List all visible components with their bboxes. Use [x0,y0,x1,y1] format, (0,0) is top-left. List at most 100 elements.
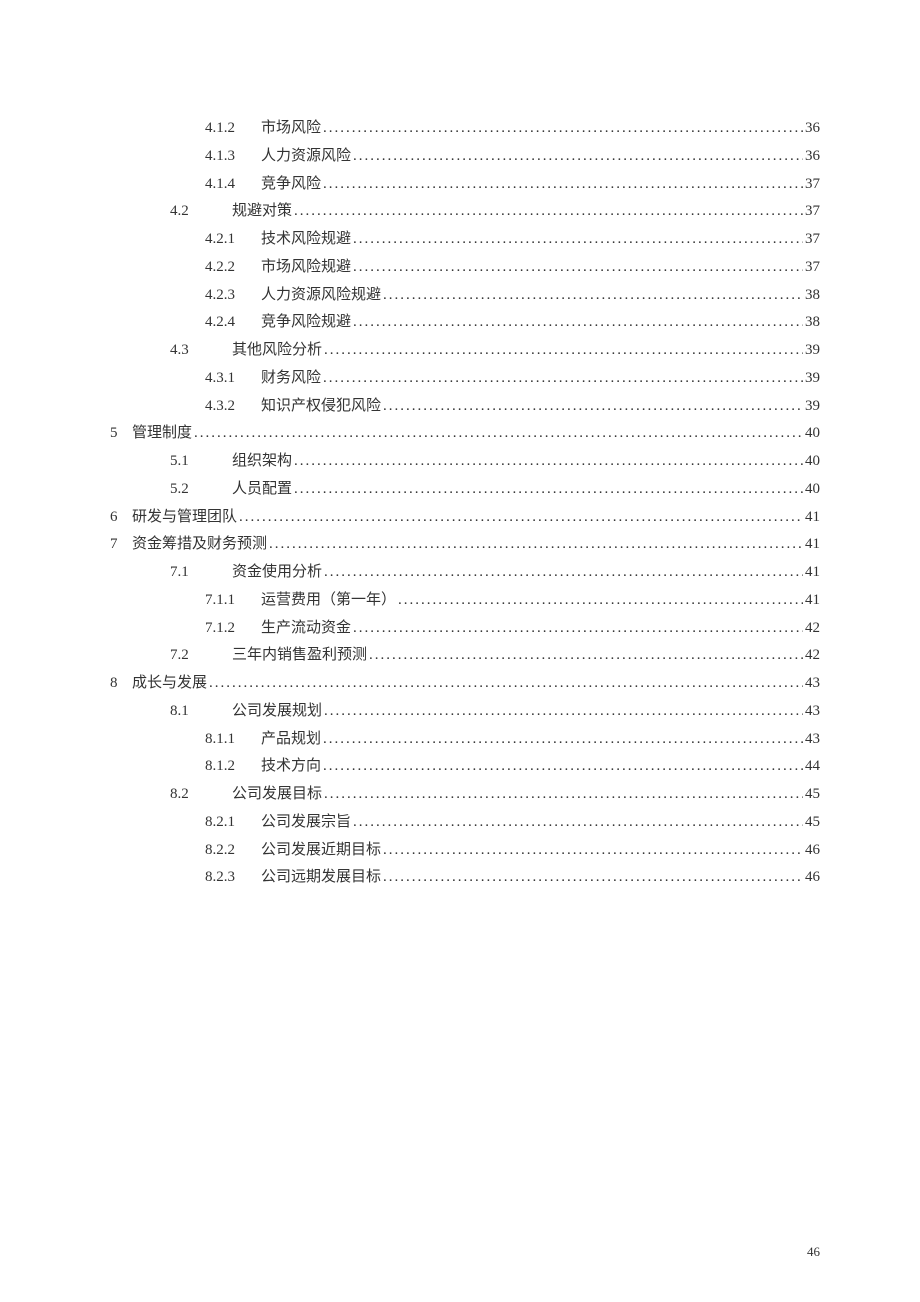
toc-entry-page: 37 [805,198,820,226]
toc-entry-number: 7.2 [170,642,232,670]
toc-entry-page: 42 [805,642,820,670]
toc-entry-number: 4.2.4 [205,309,261,337]
toc-entry-title: 资金筹措及财务预测 [132,531,267,559]
toc-leader-dots [323,171,803,199]
toc-entry: 8.1.1产品规划43 [110,726,820,754]
toc-entry: 7.1.1运营费用（第一年） 41 [110,587,820,615]
toc-entry-number: 4.2.1 [205,226,261,254]
toc-leader-dots [353,254,803,282]
toc-entry-number: 8.1 [170,698,232,726]
toc-leader-dots [369,642,803,670]
toc-entry-number: 6 [110,504,132,532]
toc-entry-number: 4.3 [170,337,232,365]
toc-entry-number: 7.1.1 [205,587,261,615]
toc-entry-page: 40 [805,476,820,504]
toc-entry: 8.2.2公司发展近期目标46 [110,837,820,865]
toc-entry: 4.1.2市场风险36 [110,115,820,143]
toc-entry-title: 技术方向 [261,753,321,781]
toc-leader-dots [324,698,803,726]
toc-entry-title: 管理制度 [132,420,192,448]
toc-entry-title: 组织架构 [232,448,292,476]
toc-entry: 8.2公司发展目标 45 [110,781,820,809]
toc-leader-dots [383,393,803,421]
toc-entry: 7.2三年内销售盈利预测 42 [110,642,820,670]
toc-entry-title: 人员配置 [232,476,292,504]
toc-leader-dots [353,615,803,643]
toc-entry: 4.3其他风险分析 39 [110,337,820,365]
toc-entry: 6研发与管理团队 41 [110,504,820,532]
toc-entry-title: 其他风险分析 [232,337,322,365]
toc-entry: 7.1资金使用分析41 [110,559,820,587]
toc-leader-dots [324,781,803,809]
toc-entry-number: 8.2 [170,781,232,809]
toc-entry-number: 4.1.3 [205,143,261,171]
toc-entry-page: 37 [805,171,820,199]
toc-entry: 4.2.4竞争风险规避 38 [110,309,820,337]
toc-leader-dots [323,726,803,754]
toc-leader-dots [323,115,803,143]
toc-entry: 4.1.3人力资源风险 36 [110,143,820,171]
toc-entry-title: 知识产权侵犯风险 [261,393,381,421]
toc-entry-title: 人力资源风险规避 [261,282,381,310]
toc-entry-title: 规避对策 [232,198,292,226]
toc-entry-page: 37 [805,254,820,282]
toc-entry-page: 45 [805,781,820,809]
toc-entry-title: 竞争风险规避 [261,309,351,337]
toc-entry-number: 5 [110,420,132,448]
toc-entry-page: 36 [805,115,820,143]
toc-entry-page: 41 [805,531,820,559]
toc-entry-page: 40 [805,420,820,448]
toc-leader-dots [324,337,803,365]
toc-entry-number: 8 [110,670,132,698]
toc-entry-title: 技术风险规避 [261,226,351,254]
toc-leader-dots [383,837,803,865]
toc-entry-page: 44 [805,753,820,781]
toc-entry-title: 三年内销售盈利预测 [232,642,367,670]
toc-entry: 4.2.3人力资源风险规避38 [110,282,820,310]
toc-entry-title: 生产流动资金 [261,615,351,643]
toc-entry-title: 市场风险规避 [261,254,351,282]
toc-entry-number: 4.2 [170,198,232,226]
toc-entry-page: 41 [805,587,820,615]
toc-entry-number: 8.2.1 [205,809,261,837]
toc-entry: 4.3.2知识产权侵犯风险39 [110,393,820,421]
toc-entry-page: 36 [805,143,820,171]
toc-entry-page: 40 [805,448,820,476]
toc-entry-title: 运营费用（第一年） [261,587,396,615]
toc-leader-dots [398,587,803,615]
toc-leader-dots [294,198,803,226]
toc-entry-page: 37 [805,226,820,254]
toc-entry-title: 公司发展目标 [232,781,322,809]
toc-entry: 8.1公司发展规划 43 [110,698,820,726]
toc-entry: 5.1组织架构40 [110,448,820,476]
toc-entry: 5管理制度 40 [110,420,820,448]
toc-leader-dots [323,753,803,781]
toc-entry-title: 研发与管理团队 [132,504,237,532]
toc-entry: 4.2规避对策 37 [110,198,820,226]
toc-entry-page: 39 [805,337,820,365]
page-number: 46 [807,1244,820,1260]
toc-entry-title: 市场风险 [261,115,321,143]
toc-entry-title: 财务风险 [261,365,321,393]
toc-entry-page: 41 [805,504,820,532]
toc-entry: 4.2.2市场风险规避 37 [110,254,820,282]
toc-entry-number: 5.2 [170,476,232,504]
toc-entry-page: 46 [805,864,820,892]
toc-entry-title: 成长与发展 [132,670,207,698]
toc-leader-dots [324,559,803,587]
toc-entry: 4.2.1技术风险规避 37 [110,226,820,254]
toc-entry: 8.1.2技术方向44 [110,753,820,781]
toc-entry-number: 8.2.2 [205,837,261,865]
toc-entry-page: 38 [805,309,820,337]
toc-entry-number: 8.1.1 [205,726,261,754]
toc-entry-number: 4.2.2 [205,254,261,282]
toc-leader-dots [323,365,803,393]
toc-entry-page: 43 [805,670,820,698]
toc-entry-page: 43 [805,698,820,726]
toc-entry-number: 4.2.3 [205,282,261,310]
toc-entry-title: 公司发展规划 [232,698,322,726]
toc-leader-dots [383,282,803,310]
toc-entry: 4.3.1财务风险39 [110,365,820,393]
toc-entry-title: 人力资源风险 [261,143,351,171]
toc-entry-title: 产品规划 [261,726,321,754]
